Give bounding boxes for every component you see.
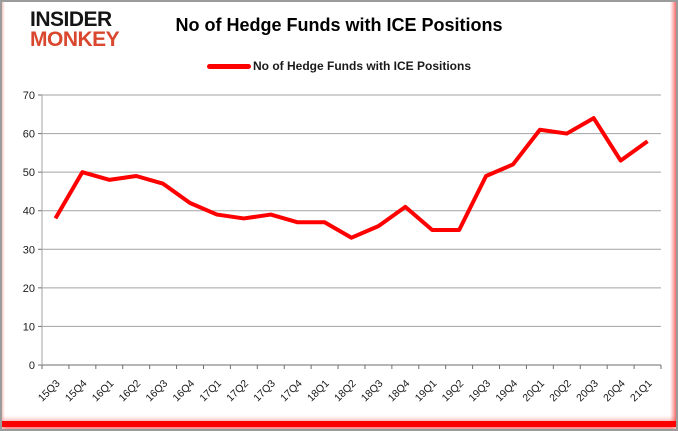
x-tick-label: 19Q1	[413, 378, 440, 405]
chart-title: No of Hedge Funds with ICE Positions	[175, 15, 503, 35]
x-tick-label: 16Q4	[170, 378, 197, 405]
x-tick-label: 16Q2	[117, 378, 144, 405]
x-tick-label: 18Q4	[386, 378, 413, 405]
x-tick-label: 20Q4	[601, 378, 628, 405]
x-tick-label: 18Q2	[332, 378, 359, 405]
x-tick-label: 17Q1	[197, 378, 224, 405]
x-tick-label: 18Q3	[359, 378, 386, 405]
y-tick-label: 0	[29, 360, 35, 372]
y-tick-label: 20	[23, 283, 35, 295]
x-tick-label: 19Q2	[440, 378, 467, 405]
x-tick-label: 17Q3	[251, 378, 278, 405]
x-tick-label: 19Q3	[467, 378, 494, 405]
y-tick-label: 40	[23, 206, 35, 218]
x-tick-label: 20Q3	[574, 378, 601, 405]
x-tick-label: 17Q2	[224, 378, 251, 405]
y-tick-label: 70	[23, 90, 35, 102]
x-tick-label: 21Q1	[628, 378, 655, 405]
insider-monkey-logo: INSIDER MONKEY	[30, 8, 120, 51]
x-tick-label: 17Q4	[278, 378, 305, 405]
x-tick-label: 19Q4	[493, 378, 520, 405]
legend-line-swatch	[207, 63, 251, 69]
x-tick-label: 18Q1	[305, 378, 332, 405]
y-tick-label: 60	[23, 129, 35, 141]
logo-word-insider: INSIDER	[30, 8, 112, 31]
y-tick-label: 10	[23, 321, 35, 333]
y-tick-label: 50	[23, 167, 35, 179]
logo-word-monkey: MONKEY	[30, 27, 120, 51]
legend-label: No of Hedge Funds with ICE Positions	[253, 59, 471, 73]
x-tick-label: 20Q1	[520, 378, 547, 405]
chart-legend: No of Hedge Funds with ICE Positions	[2, 59, 676, 73]
x-tick-label: 20Q2	[547, 378, 574, 405]
data-series-line	[53, 116, 649, 240]
x-tick-label: 15Q3	[36, 378, 63, 405]
y-tick-label: 30	[23, 244, 35, 256]
x-tick-label: 16Q3	[144, 378, 171, 405]
x-tick-label: 15Q4	[63, 378, 90, 405]
x-tick-label: 16Q1	[90, 378, 117, 405]
